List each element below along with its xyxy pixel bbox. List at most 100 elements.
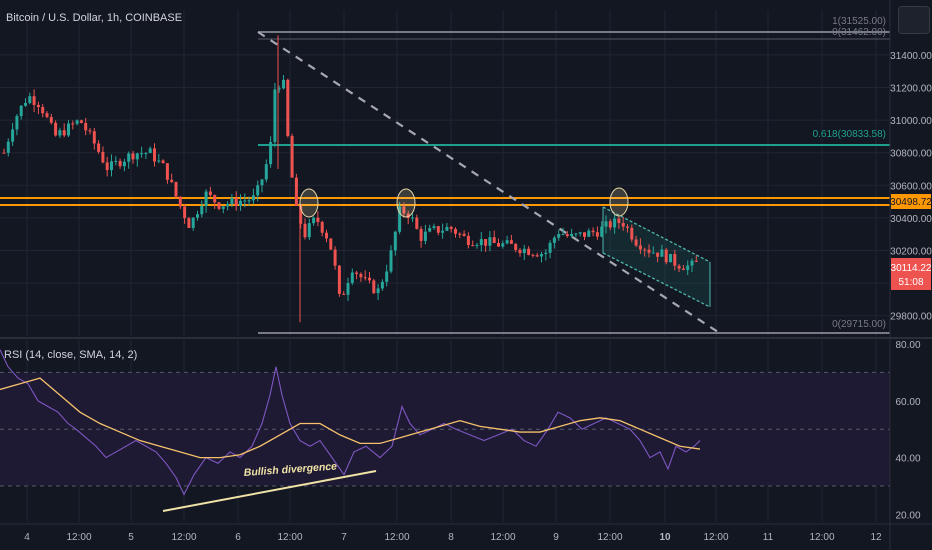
- candle: [307, 218, 311, 241]
- candle: [509, 234, 513, 244]
- candle-body: [67, 123, 70, 136]
- candle-body: [651, 252, 655, 254]
- rsi-tick-label: 40.00: [895, 454, 920, 465]
- candle-body: [505, 240, 509, 244]
- candle: [6, 138, 10, 157]
- time-axis[interactable]: 4 12:00 5 12:00 6 12:00 7 12:00 8 12:00 9 12:00 10 12…: [24, 532, 882, 543]
- candle-body: [522, 248, 526, 254]
- highlight-circles[interactable]: [299, 187, 629, 218]
- highlight-circle: [609, 187, 629, 217]
- rsi-axis[interactable]: 80.00 60.00 40.00 20.00: [895, 340, 920, 521]
- candle: [445, 222, 449, 232]
- candle-body: [475, 245, 479, 247]
- candle: [264, 159, 268, 183]
- candle-body: [32, 96, 36, 105]
- candle-body: [385, 271, 389, 282]
- candle: [686, 260, 690, 275]
- candle-body: [187, 218, 191, 228]
- candle: [535, 252, 539, 258]
- candle-body: [256, 185, 260, 196]
- candle-body: [312, 217, 316, 224]
- candle-body: [669, 254, 672, 263]
- candle-body: [565, 234, 569, 237]
- time-tick-label: 12:00: [277, 532, 302, 543]
- candle: [135, 152, 139, 167]
- candle-body: [239, 200, 242, 206]
- candle-body: [148, 148, 152, 154]
- candle-body: [587, 230, 591, 237]
- rsi-line: [0, 349, 701, 496]
- candle: [32, 89, 36, 113]
- candle: [673, 249, 677, 271]
- fib-label-bottom: 0(29715.00): [832, 319, 886, 330]
- candle: [286, 78, 290, 138]
- candle: [49, 113, 53, 125]
- candle-body: [380, 281, 384, 289]
- horizontal-resistance[interactable]: [0, 197, 890, 206]
- candle: [105, 156, 109, 177]
- candle-body: [561, 234, 565, 236]
- candle: [527, 246, 531, 256]
- candle: [28, 92, 32, 105]
- price-axis[interactable]: 31400.00 31200.00 31000.00 30800.00 30600.00…: [890, 51, 932, 323]
- candle-body: [105, 162, 109, 171]
- time-tick-label: 12:00: [809, 532, 834, 543]
- candle-body: [269, 142, 273, 165]
- candle-body: [204, 191, 208, 207]
- candle: [647, 244, 651, 258]
- candle: [239, 194, 242, 211]
- candle: [548, 240, 552, 259]
- candle-body: [411, 217, 414, 219]
- candle-body: [462, 233, 466, 236]
- candle: [651, 246, 655, 254]
- candle: [389, 245, 393, 274]
- fib-label-top-1: 1(31525.00): [832, 16, 886, 27]
- trend-lines[interactable]: [257, 31, 719, 333]
- candle-body: [282, 79, 285, 89]
- candle-body: [122, 161, 126, 167]
- candle-body: [638, 245, 642, 250]
- candle-body: [350, 272, 354, 284]
- time-tick-label: 10: [659, 532, 671, 543]
- candle: [694, 255, 698, 262]
- candle: [213, 194, 217, 209]
- candle-body: [488, 237, 492, 246]
- rsi-tick-label: 20.00: [895, 510, 920, 521]
- candle-body: [449, 226, 453, 229]
- candle-body: [630, 227, 634, 240]
- candle-body: [234, 197, 238, 206]
- candle: [570, 228, 574, 238]
- candle: [475, 242, 479, 249]
- fibonacci-levels[interactable]: [258, 31, 890, 334]
- time-tick-label: 12: [870, 532, 882, 543]
- chart-menu-button[interactable]: [898, 6, 930, 34]
- candle: [638, 238, 642, 255]
- candle-body: [316, 217, 320, 222]
- candle: [398, 201, 402, 235]
- candle-body: [372, 280, 376, 294]
- candle-body: [355, 272, 359, 274]
- candle-body: [531, 254, 535, 256]
- candle-body: [660, 249, 664, 257]
- candle-body: [677, 265, 681, 269]
- trend-line-dashed: [257, 31, 719, 333]
- candle-body: [337, 265, 341, 294]
- candle: [368, 271, 371, 284]
- candle-body: [110, 161, 113, 171]
- time-tick-label: 4: [24, 532, 30, 543]
- candle: [497, 238, 500, 247]
- candle-body: [320, 221, 324, 233]
- candle-body: [127, 153, 131, 162]
- candle-body: [479, 239, 483, 246]
- candle: [277, 85, 281, 93]
- time-tick-label: 6: [235, 532, 241, 543]
- rsi-tick-label: 80.00: [895, 340, 920, 351]
- candle-body: [307, 223, 311, 238]
- candle: [522, 244, 526, 261]
- candle-body: [114, 160, 118, 162]
- candle-body: [518, 249, 522, 254]
- candle: [449, 225, 453, 233]
- candle-body: [398, 206, 402, 232]
